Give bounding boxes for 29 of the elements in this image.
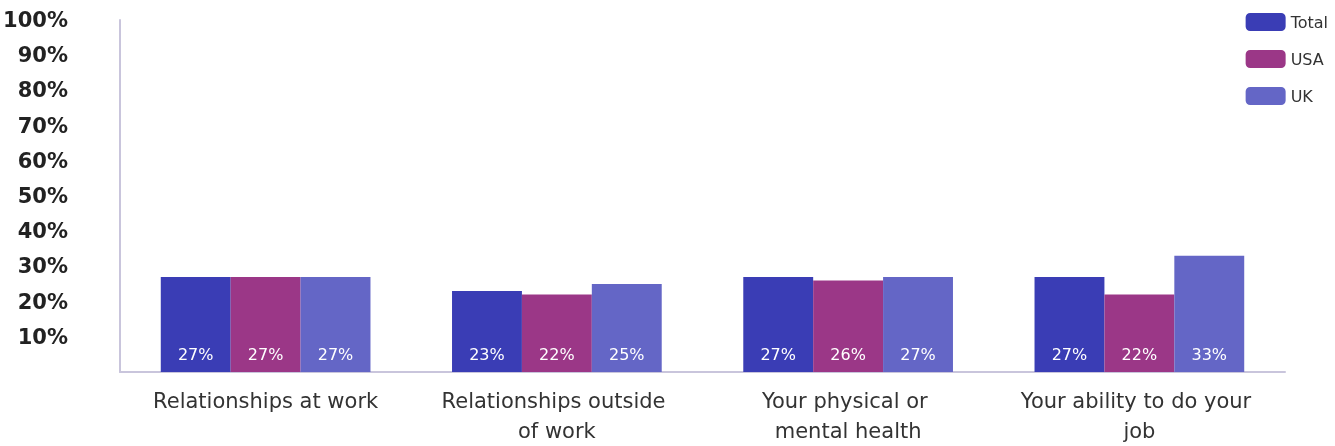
x-tick-label: Your ability to do your job: [1019, 389, 1258, 443]
data-label: 27%: [177, 344, 214, 364]
data-label: 22%: [1121, 344, 1158, 364]
y-tick-label: 50%: [17, 184, 68, 208]
y-tick-label: 30%: [17, 254, 68, 279]
data-label: 27%: [900, 344, 936, 364]
data-label: 23%: [469, 344, 505, 364]
y-tick-label: 90%: [17, 43, 68, 68]
y-tick-label: 60%: [17, 148, 68, 173]
data-label: 25%: [608, 344, 645, 364]
legend-label: UK: [1290, 86, 1314, 106]
legend-label: USA: [1290, 49, 1324, 69]
data-label: 27%: [247, 344, 284, 364]
y-tick-label: 40%: [17, 219, 68, 244]
y-tick-label: 70%: [17, 113, 68, 138]
y-tick-label: 100%: [3, 8, 68, 32]
data-label: 27%: [760, 344, 797, 364]
y-tick-label: 80%: [17, 78, 68, 103]
y-tick-label: 10%: [17, 324, 68, 349]
x-tick-label: Relationships outside of work: [441, 389, 673, 443]
data-label: 33%: [1191, 344, 1228, 364]
data-label: 26%: [830, 344, 866, 364]
x-tick-label: Your physical or mental health: [760, 389, 935, 443]
data-label: 27%: [317, 344, 354, 364]
data-label: 27%: [1051, 344, 1088, 364]
legend-label: Total: [1289, 12, 1329, 32]
y-tick-label: 20%: [17, 289, 68, 314]
x-tick-label: Relationships at work: [153, 389, 380, 413]
data-label: 22%: [539, 344, 575, 364]
